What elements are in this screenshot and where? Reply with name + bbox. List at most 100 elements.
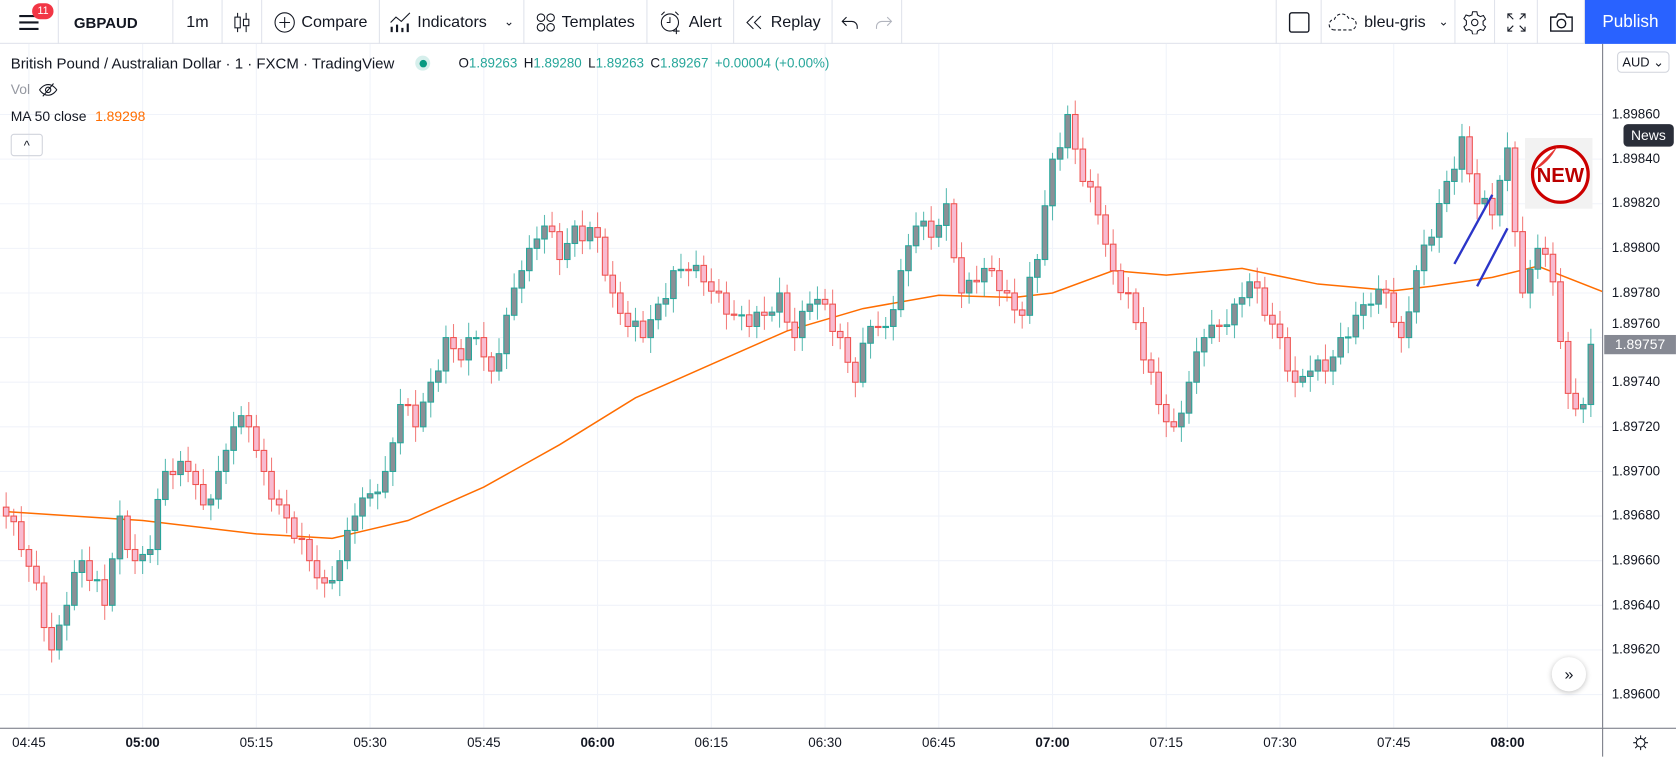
candle	[685, 262, 692, 287]
eye-crossed-icon[interactable]	[39, 82, 58, 97]
candle-body	[1587, 343, 1595, 406]
candle-body	[806, 303, 814, 312]
candle-body	[1488, 197, 1496, 216]
price-tick-label: 1.89600	[1611, 686, 1661, 702]
candle	[1056, 132, 1064, 171]
trend-line-drawing[interactable]	[1476, 227, 1509, 287]
scroll-to-realtime-button[interactable]: »	[1551, 657, 1587, 692]
candle-body	[268, 470, 275, 500]
candle	[980, 257, 988, 297]
market-open-status-icon	[415, 55, 431, 71]
candle-body	[1420, 244, 1428, 272]
candle	[1238, 282, 1246, 318]
candle-body	[1557, 281, 1564, 343]
compare-button[interactable]: Compare	[262, 0, 380, 44]
candle-body	[1056, 147, 1064, 160]
candle-body	[33, 565, 40, 584]
time-tick-label: 05:30	[353, 735, 387, 751]
price-tick-label: 1.89800	[1611, 240, 1661, 256]
candle	[1223, 309, 1231, 335]
candle	[889, 295, 897, 341]
ma-label[interactable]: MA 50 close	[10, 108, 87, 125]
candle	[867, 319, 874, 359]
undo-button[interactable]	[833, 0, 867, 44]
double-chevron-right-icon: »	[1564, 665, 1574, 684]
candle-body	[162, 470, 169, 501]
candle	[662, 283, 670, 317]
alert-button[interactable]: Alert	[647, 0, 735, 44]
templates-button[interactable]: Templates	[524, 0, 648, 44]
candle	[950, 198, 958, 263]
drawings[interactable]	[1453, 194, 1509, 287]
trend-line-drawing[interactable]	[1453, 194, 1494, 265]
candle	[1162, 394, 1170, 438]
chevron-down-icon[interactable]: ⌄	[503, 16, 514, 29]
alert-label: Alert	[688, 12, 722, 32]
time-tick-label: 06:30	[808, 735, 842, 751]
screenshot-button[interactable]	[1538, 0, 1585, 44]
main-menu-button[interactable]: 11	[0, 0, 59, 44]
volume-label[interactable]: Vol	[10, 81, 31, 98]
candle	[10, 508, 18, 536]
candle	[1579, 397, 1587, 423]
candle	[829, 289, 836, 347]
currency-label: AUD	[1622, 54, 1650, 70]
candle	[1178, 400, 1185, 442]
candle	[1231, 298, 1238, 339]
candle	[199, 469, 207, 510]
interval-button[interactable]: 1m	[173, 0, 223, 44]
gear-icon	[1633, 735, 1649, 751]
candle	[776, 277, 783, 328]
axis-settings-button[interactable]	[1602, 727, 1676, 757]
layout-select-button[interactable]	[1275, 0, 1322, 44]
symbol-search-button[interactable]: GBPAUD	[59, 0, 174, 44]
candle-body	[1511, 147, 1519, 233]
candle	[1397, 315, 1405, 353]
candle	[836, 323, 844, 350]
publish-button[interactable]: Publish	[1584, 0, 1676, 44]
ma-50-line	[6, 265, 1603, 540]
price-chart[interactable]	[0, 0, 1603, 728]
candle	[177, 451, 184, 487]
redo-button[interactable]	[867, 0, 903, 44]
candle-body	[1147, 359, 1155, 373]
fullscreen-button[interactable]	[1495, 0, 1538, 44]
symbol-title[interactable]: British Pound / Australian Dollar · 1 · …	[10, 54, 395, 72]
price-tick-label: 1.89720	[1611, 418, 1661, 434]
candle	[275, 489, 283, 515]
candle	[131, 534, 139, 575]
layout-name-button[interactable]: bleu-gris ⌄	[1322, 0, 1456, 44]
candle-body	[1011, 292, 1018, 311]
candle	[730, 300, 738, 321]
candle-body	[692, 264, 700, 272]
indicators-button[interactable]: Indicators ⌄	[380, 0, 525, 44]
currency-select[interactable]: AUD ⌄	[1617, 51, 1670, 73]
candle	[541, 214, 548, 254]
candle-body	[1337, 337, 1344, 358]
candle-body	[374, 491, 382, 495]
candle-body	[541, 225, 548, 240]
candle-body	[897, 270, 905, 311]
candle	[617, 281, 624, 325]
candle	[1557, 268, 1564, 349]
price-axis[interactable]: AUD ⌄ 1.89860 1.89840 1.89820 1.89800 1.8978…	[1602, 43, 1676, 728]
candle-body	[1018, 309, 1026, 316]
candle-body	[450, 337, 457, 350]
settings-button[interactable]	[1455, 0, 1496, 44]
alarm-clock-icon	[660, 10, 680, 34]
candle-body	[738, 314, 745, 317]
candle-body	[1246, 281, 1253, 299]
candle-body	[1375, 288, 1382, 305]
price-tick-label: 1.89620	[1611, 641, 1661, 657]
symbol-legend: British Pound / Australian Dollar · 1 · …	[11, 55, 830, 72]
time-axis[interactable]: 04:45 05:00 05:15 05:30 05:45 06:00 06:15 06:30…	[0, 727, 1603, 757]
candle	[1542, 236, 1549, 267]
chart-type-button[interactable]	[223, 0, 263, 44]
candle	[381, 456, 389, 499]
collapse-legend-button[interactable]: ^	[10, 133, 43, 157]
price-tick-label: 1.89840	[1611, 151, 1661, 167]
replay-button[interactable]: Replay	[734, 0, 833, 44]
candle	[1435, 189, 1443, 253]
time-tick-label: 07:15	[1149, 735, 1183, 751]
candle-body	[730, 313, 738, 316]
